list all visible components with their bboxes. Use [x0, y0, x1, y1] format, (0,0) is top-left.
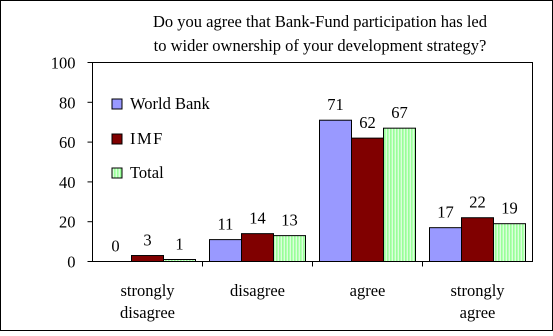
- chart-title-line-2: to wider ownership of your development s…: [154, 36, 487, 55]
- legend-swatch-imf: [111, 133, 123, 145]
- legend: World Bank IMF Total: [111, 94, 211, 182]
- data-label-total-strongly-disagree: 1: [175, 235, 183, 254]
- y-axis: 0 20 40 60 80 100: [51, 54, 93, 272]
- bar-total-disagree: [273, 235, 306, 263]
- bar-total-strongly-disagree: [163, 259, 196, 263]
- bar-imf-disagree: [241, 233, 274, 262]
- data-label-world-bank-strongly-disagree: 0: [111, 237, 119, 256]
- legend-label-world-bank: World Bank: [130, 94, 211, 113]
- data-label-world-bank-agree: 71: [327, 95, 344, 114]
- legend-label-total: Total: [130, 163, 164, 182]
- legend-item-world-bank: World Bank: [111, 94, 211, 113]
- bar-imf-strongly-disagree: [131, 255, 164, 262]
- x-tick-label-strongly-disagree-line-1: strongly: [120, 281, 175, 300]
- x-tick-label-disagree: disagree: [230, 281, 285, 300]
- data-label-imf-strongly-agree: 22: [469, 193, 486, 212]
- data-label-total-agree: 67: [391, 103, 408, 122]
- bar-world-bank-disagree: [209, 239, 242, 262]
- y-tick-label: 100: [51, 54, 76, 73]
- bar-world-bank-strongly-agree: [429, 227, 462, 262]
- bar-world-bank-agree: [319, 119, 352, 262]
- legend-label-imf: IMF: [130, 129, 164, 148]
- chart-title-line-1: Do you agree that Bank-Fund participatio…: [153, 12, 488, 31]
- bar-imf-strongly-agree: [461, 217, 494, 262]
- legend-item-total: Total: [111, 163, 164, 182]
- data-label-world-bank-strongly-agree: 17: [437, 203, 454, 222]
- y-tick-label: 80: [59, 93, 76, 112]
- x-axis: strongly disagree disagree agree strongly agr…: [120, 261, 505, 322]
- x-tick-label-agree: agree: [350, 281, 386, 300]
- x-tick-label-strongly-agree-line-1: strongly: [450, 281, 505, 300]
- legend-item-imf: IMF: [111, 129, 164, 148]
- legend-swatch-total: [111, 167, 123, 179]
- y-tick-label: 40: [59, 173, 76, 192]
- data-label-total-strongly-agree: 19: [501, 199, 518, 218]
- bars: [131, 119, 526, 263]
- y-tick-label: 60: [59, 133, 76, 152]
- data-label-imf-agree: 62: [359, 113, 376, 132]
- x-tick-label-strongly-agree-line-2: agree: [460, 303, 496, 322]
- x-tick-label-strongly-disagree-line-2: disagree: [120, 303, 175, 322]
- bar-total-agree: [383, 127, 416, 262]
- bar-total-strongly-agree: [493, 223, 526, 263]
- data-label-world-bank-disagree: 11: [218, 215, 234, 234]
- data-label-imf-disagree: 14: [249, 209, 266, 228]
- y-tick-label: 20: [59, 213, 76, 232]
- y-tick-label: 0: [67, 253, 75, 272]
- data-label-imf-strongly-disagree: 3: [143, 231, 151, 250]
- bar-imf-agree: [351, 137, 384, 262]
- legend-swatch-world-bank: [111, 98, 123, 110]
- data-label-total-disagree: 13: [281, 211, 298, 230]
